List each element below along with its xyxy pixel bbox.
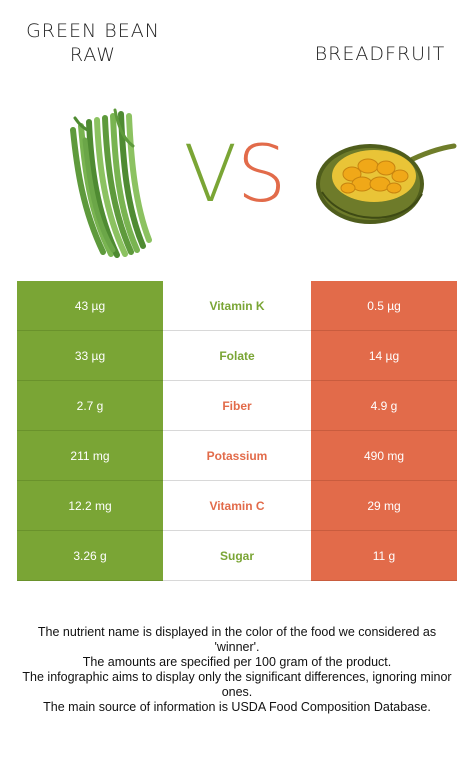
vs-v: V [183,130,237,220]
footer-note: The nutrient name is displayed in the co… [37,625,437,654]
comparison-table: 43 µg Vitamin K 0.5 µg 33 µg Folate 14 µg 2.7 … [17,281,457,581]
green-bean-value: 43 µg [17,281,163,331]
breadfruit-value: 0.5 µg [311,281,457,331]
green-bean-value: 2.7 g [17,380,163,431]
comparison-row: 3.26 g Sugar 11 g [17,530,457,581]
comparison-row: 211 mg Potassium 490 mg [17,430,457,481]
nutrient-name: Folate [163,330,311,381]
left-food-title-line1: GREEN BEAN [26,20,160,42]
left-food-title-line2: RAW [69,44,117,66]
green-bean-value: 33 µg [17,330,163,381]
nutrient-name: Fiber [163,380,311,431]
breadfruit-image [316,143,457,224]
green-bean-value: 211 mg [17,430,163,481]
green-bean-value: 12.2 mg [17,480,163,531]
left-food-title: GREEN BEAN RAW [18,19,168,67]
breadfruit-value: 11 g [311,530,457,581]
breadfruit-value: 29 mg [311,480,457,531]
vs-s: S [236,130,287,220]
nutrient-name: Vitamin C [163,480,311,531]
vs-label: VS [180,135,290,215]
footer-note: The amounts are specified per 100 gram o… [82,655,392,669]
footer-note: The infographic aims to display only the… [22,670,452,699]
green-bean-image [70,108,152,258]
footer-notes: The nutrient name is displayed in the co… [14,625,460,715]
nutrient-name: Sugar [163,530,311,581]
comparison-row: 12.2 mg Vitamin C 29 mg [17,480,457,531]
breadfruit-value: 490 mg [311,430,457,481]
nutrient-name: Vitamin K [163,281,311,331]
right-food-title: BREADFRUIT [314,43,446,65]
breadfruit-value: 4.9 g [311,380,457,431]
comparison-row: 43 µg Vitamin K 0.5 µg [17,281,457,331]
breadfruit-value: 14 µg [311,330,457,381]
comparison-row: 33 µg Folate 14 µg [17,330,457,381]
comparison-row: 2.7 g Fiber 4.9 g [17,380,457,431]
green-bean-value: 3.26 g [17,530,163,581]
nutrient-name: Potassium [163,430,311,481]
footer-note: The main source of information is USDA F… [43,700,431,714]
